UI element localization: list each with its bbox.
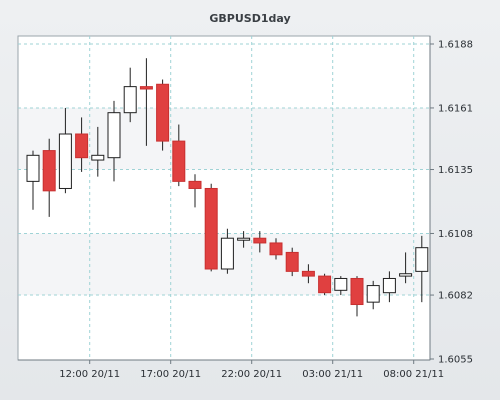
x-axis: 12:00 20/11 17:00 20/11 22:00 20/11 03:00 2… xyxy=(18,359,444,380)
candle-body-down xyxy=(204,187,218,270)
candle-body-down xyxy=(285,251,299,272)
candle-body-up xyxy=(58,133,72,189)
candle-body-down xyxy=(301,270,315,277)
candle-body-up xyxy=(334,277,348,291)
candle-body-up xyxy=(26,154,40,182)
candle-body-down xyxy=(188,180,202,189)
candle-body-up xyxy=(382,277,396,294)
y-tick-label: 1.6188 xyxy=(438,40,473,51)
candle-body-up xyxy=(366,285,380,303)
candle-body-down xyxy=(75,133,89,159)
candle-body-down xyxy=(350,277,364,306)
y-tick-label: 1.6055 xyxy=(438,355,473,366)
candle-body-up xyxy=(91,154,105,161)
candle-body-down xyxy=(269,242,283,256)
candle-body-up xyxy=(107,112,121,159)
candle-body-down xyxy=(139,86,153,90)
x-tick-label: 08:00 21/11 xyxy=(383,369,444,380)
candle-body-down xyxy=(253,237,267,244)
x-tick-label: 03:00 21/11 xyxy=(302,369,363,380)
candle-body-down xyxy=(172,140,186,182)
candle-body-up xyxy=(399,273,413,277)
x-tick-label: 12:00 20/11 xyxy=(59,369,120,380)
candle-body-up xyxy=(415,247,429,272)
candle-body-down xyxy=(42,150,56,192)
plot-area xyxy=(17,35,431,361)
candle-body-up xyxy=(220,237,234,270)
candles xyxy=(26,58,429,317)
candle-body-down xyxy=(156,83,170,142)
grid-lines xyxy=(18,36,430,360)
chart-title: GBPUSD1day xyxy=(209,12,290,25)
y-tick-label: 1.6108 xyxy=(438,229,473,240)
x-tick-label: 17:00 20/11 xyxy=(140,369,201,380)
y-tick-label: 1.6082 xyxy=(438,291,473,302)
candle-body-up xyxy=(123,86,137,114)
x-tick-label: 22:00 20/11 xyxy=(221,369,282,380)
candle-body-up xyxy=(237,237,251,241)
y-axis: 1.6055 1.6082 1.6108 1.6135 1.6161 1.6188 xyxy=(429,36,473,366)
candle-body-down xyxy=(318,275,332,294)
y-tick-label: 1.6161 xyxy=(438,103,473,114)
y-tick-label: 1.6135 xyxy=(438,165,473,176)
